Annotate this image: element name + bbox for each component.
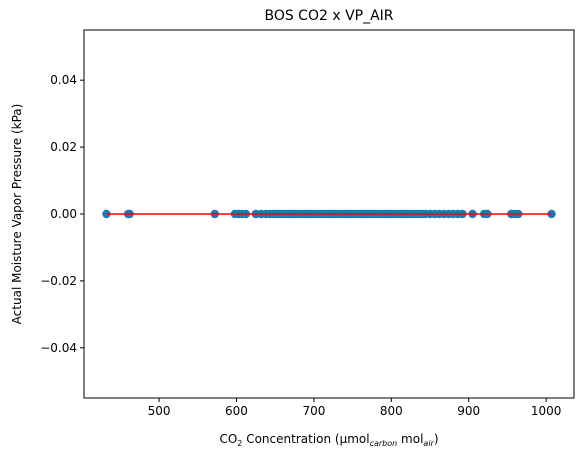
y-tick-label-3: 0.02 (50, 140, 77, 154)
chart-title: BOS CO2 x VP_AIR (264, 8, 393, 24)
x-tick-label-900: 900 (457, 404, 480, 418)
x-axis-label-sub2: carbon (370, 439, 398, 448)
y-axis: −0.04 −0.02 0.00 0.02 0.04 (40, 73, 84, 355)
y-tick-label-2: 0.00 (50, 207, 77, 221)
x-axis-label-sub1: 2 (237, 439, 242, 448)
y-axis-label: Actual Moisture Vapor Pressure (kPa) (10, 104, 24, 325)
x-axis-label-mid2: mol (397, 432, 423, 446)
x-axis-label-prefix: CO (219, 432, 237, 446)
x-axis-label-suffix: ) (434, 432, 439, 446)
x-axis-label-mid: Concentration (µmol (242, 432, 369, 446)
x-axis-label-sub3: air (423, 439, 434, 448)
x-tick-label-500: 500 (148, 404, 171, 418)
x-axis: 500 600 700 800 900 1000 (148, 398, 562, 418)
x-tick-label-800: 800 (380, 404, 403, 418)
plot-area (83, 29, 575, 399)
y-tick-label-1: −0.02 (40, 274, 77, 288)
x-tick-label-700: 700 (302, 404, 325, 418)
x-tick-label-600: 600 (225, 404, 248, 418)
x-tick-label-1000: 1000 (531, 404, 562, 418)
y-tick-label-4: 0.04 (50, 73, 77, 87)
y-tick-label-0: −0.04 (40, 341, 77, 355)
x-axis-label: CO2 Concentration (µmolcarbon molair) (219, 432, 438, 448)
